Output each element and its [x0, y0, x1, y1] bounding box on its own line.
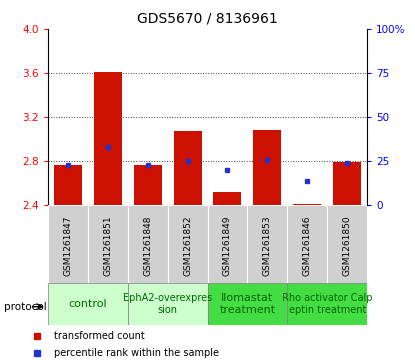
Text: GSM1261853: GSM1261853: [263, 216, 272, 276]
Bar: [48, 205, 88, 287]
Bar: [254, 130, 281, 205]
Bar: [173, 131, 202, 205]
Bar: [333, 162, 361, 205]
Text: protocol: protocol: [4, 302, 47, 312]
Bar: [208, 283, 287, 325]
Bar: [213, 192, 242, 205]
Text: Ilomastat
treatment: Ilomastat treatment: [220, 293, 276, 315]
Bar: [128, 283, 208, 325]
Text: control: control: [68, 299, 107, 309]
Text: GSM1261852: GSM1261852: [183, 216, 192, 276]
Bar: [168, 205, 208, 287]
Bar: [327, 205, 367, 287]
Text: GSM1261846: GSM1261846: [303, 216, 312, 276]
Bar: [88, 205, 128, 287]
Text: GSM1261847: GSM1261847: [63, 216, 72, 276]
Bar: [247, 205, 287, 287]
Text: GSM1261849: GSM1261849: [223, 216, 232, 276]
Bar: [287, 205, 327, 287]
Bar: [287, 283, 367, 325]
Text: GSM1261851: GSM1261851: [103, 216, 112, 276]
Text: GSM1261850: GSM1261850: [343, 216, 352, 276]
Bar: [128, 205, 168, 287]
Bar: [48, 283, 128, 325]
Text: GSM1261848: GSM1261848: [143, 216, 152, 276]
Bar: [208, 205, 247, 287]
Bar: [293, 204, 321, 205]
Bar: [94, 72, 122, 205]
Text: Rho activator Calp
eptin treatment: Rho activator Calp eptin treatment: [282, 293, 373, 315]
Bar: [134, 166, 161, 205]
Title: GDS5670 / 8136961: GDS5670 / 8136961: [137, 11, 278, 25]
Bar: [54, 166, 82, 205]
Text: EphA2-overexpres
sion: EphA2-overexpres sion: [123, 293, 212, 315]
Text: percentile rank within the sample: percentile rank within the sample: [54, 348, 219, 359]
Text: transformed count: transformed count: [54, 331, 145, 340]
